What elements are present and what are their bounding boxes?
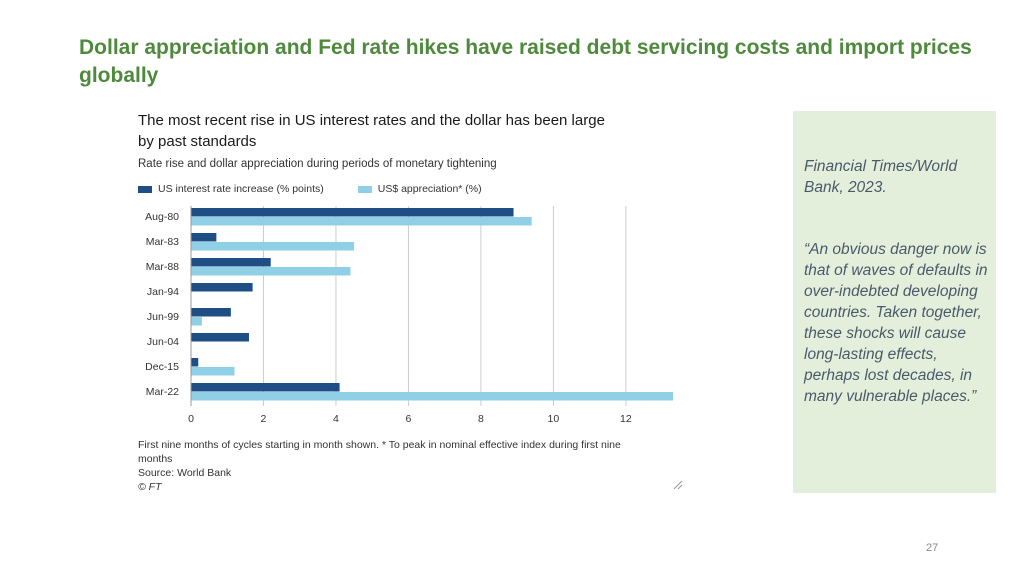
chart-note-line: First nine months of cycles starting in … xyxy=(138,439,621,465)
chart-heading: The most recent rise in US interest rate… xyxy=(138,112,605,150)
resize-handle-icon[interactable] xyxy=(673,480,683,490)
x-tick-label-2: 2 xyxy=(261,413,267,425)
chart-legend: US interest rate increase (% points) US$… xyxy=(138,183,482,195)
bar-usd-aug-80 xyxy=(191,217,532,226)
x-tick-label-0: 0 xyxy=(188,413,194,425)
quote-source: Financial Times/World Bank, 2023. xyxy=(804,158,958,196)
category-label-mar-22: Mar-22 xyxy=(146,386,179,398)
chart-source-line: Source: World Bank xyxy=(138,467,232,479)
bar-rate-dec-15 xyxy=(191,358,199,367)
bar-rate-aug-80 xyxy=(191,208,514,217)
chart-footnote: First nine months of cycles starting in … xyxy=(138,438,658,494)
legend-label-rate: US interest rate increase (% points) xyxy=(158,183,324,195)
bar-rate-mar-83 xyxy=(191,233,217,242)
category-label-aug-80: Aug-80 xyxy=(145,211,179,223)
bar-usd-mar-83 xyxy=(191,242,355,251)
legend-label-usd: US$ appreciation* (%) xyxy=(377,183,482,195)
bar-usd-jun-99 xyxy=(191,317,202,326)
bar-chart: Aug-80 Mar-83 Mar-88 Jan-94 Jun-99 Jun-04 Dec-… xyxy=(145,206,673,425)
category-label-mar-83: Mar-83 xyxy=(146,236,179,248)
slide-title: Dollar appreciation and Fed rate hikes h… xyxy=(79,36,972,87)
quote-text: “An obvious danger now is that of waves … xyxy=(804,241,988,405)
quote-panel: Financial Times/World Bank, 2023. “An ob… xyxy=(793,111,996,493)
x-tick-label-10: 10 xyxy=(548,413,560,425)
category-label-jun-99: Jun-99 xyxy=(147,311,179,323)
bar-rate-mar-22 xyxy=(191,383,340,392)
category-label-dec-15: Dec-15 xyxy=(145,361,179,373)
x-tick-label-6: 6 xyxy=(406,413,412,425)
bar-rate-jun-04 xyxy=(191,333,249,342)
bar-rate-jun-99 xyxy=(191,308,231,317)
legend-item-usd: US$ appreciation* (%) xyxy=(357,183,482,195)
bar-usd-mar-22 xyxy=(191,392,673,401)
category-label-jun-04: Jun-04 xyxy=(147,336,179,348)
bar-rate-jan-94 xyxy=(191,283,253,292)
bar-usd-mar-88 xyxy=(191,267,351,276)
category-label-mar-88: Mar-88 xyxy=(146,261,179,273)
legend-swatch-rate xyxy=(138,185,152,193)
bar-usd-dec-15 xyxy=(191,367,235,376)
category-label-jan-94: Jan-94 xyxy=(147,286,179,298)
legend-swatch-usd xyxy=(357,185,372,193)
bar-rate-mar-88 xyxy=(191,258,271,267)
ft-copyright: © FT xyxy=(138,481,162,493)
chart-block: The most recent rise in US interest rate… xyxy=(130,108,690,498)
x-tick-label-4: 4 xyxy=(333,413,339,425)
legend-item-rate: US interest rate increase (% points) xyxy=(138,183,324,195)
chart-subtitle: Rate rise and dollar appreciation during… xyxy=(138,158,497,170)
x-tick-label-8: 8 xyxy=(478,413,484,425)
x-tick-label-12: 12 xyxy=(620,413,632,425)
page-number: 27 xyxy=(926,542,939,554)
